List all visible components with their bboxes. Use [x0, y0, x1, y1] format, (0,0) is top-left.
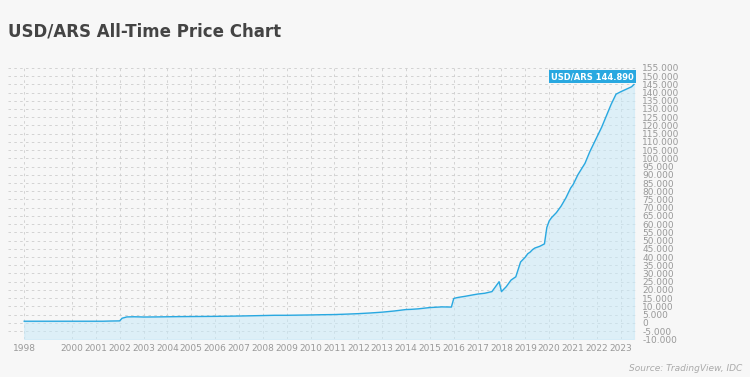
- Text: USD/ARS All-Time Price Chart: USD/ARS All-Time Price Chart: [8, 23, 280, 41]
- Text: USD/ARS 144.890: USD/ARS 144.890: [551, 72, 634, 81]
- Text: Source: TradingView, IDC: Source: TradingView, IDC: [629, 364, 742, 373]
